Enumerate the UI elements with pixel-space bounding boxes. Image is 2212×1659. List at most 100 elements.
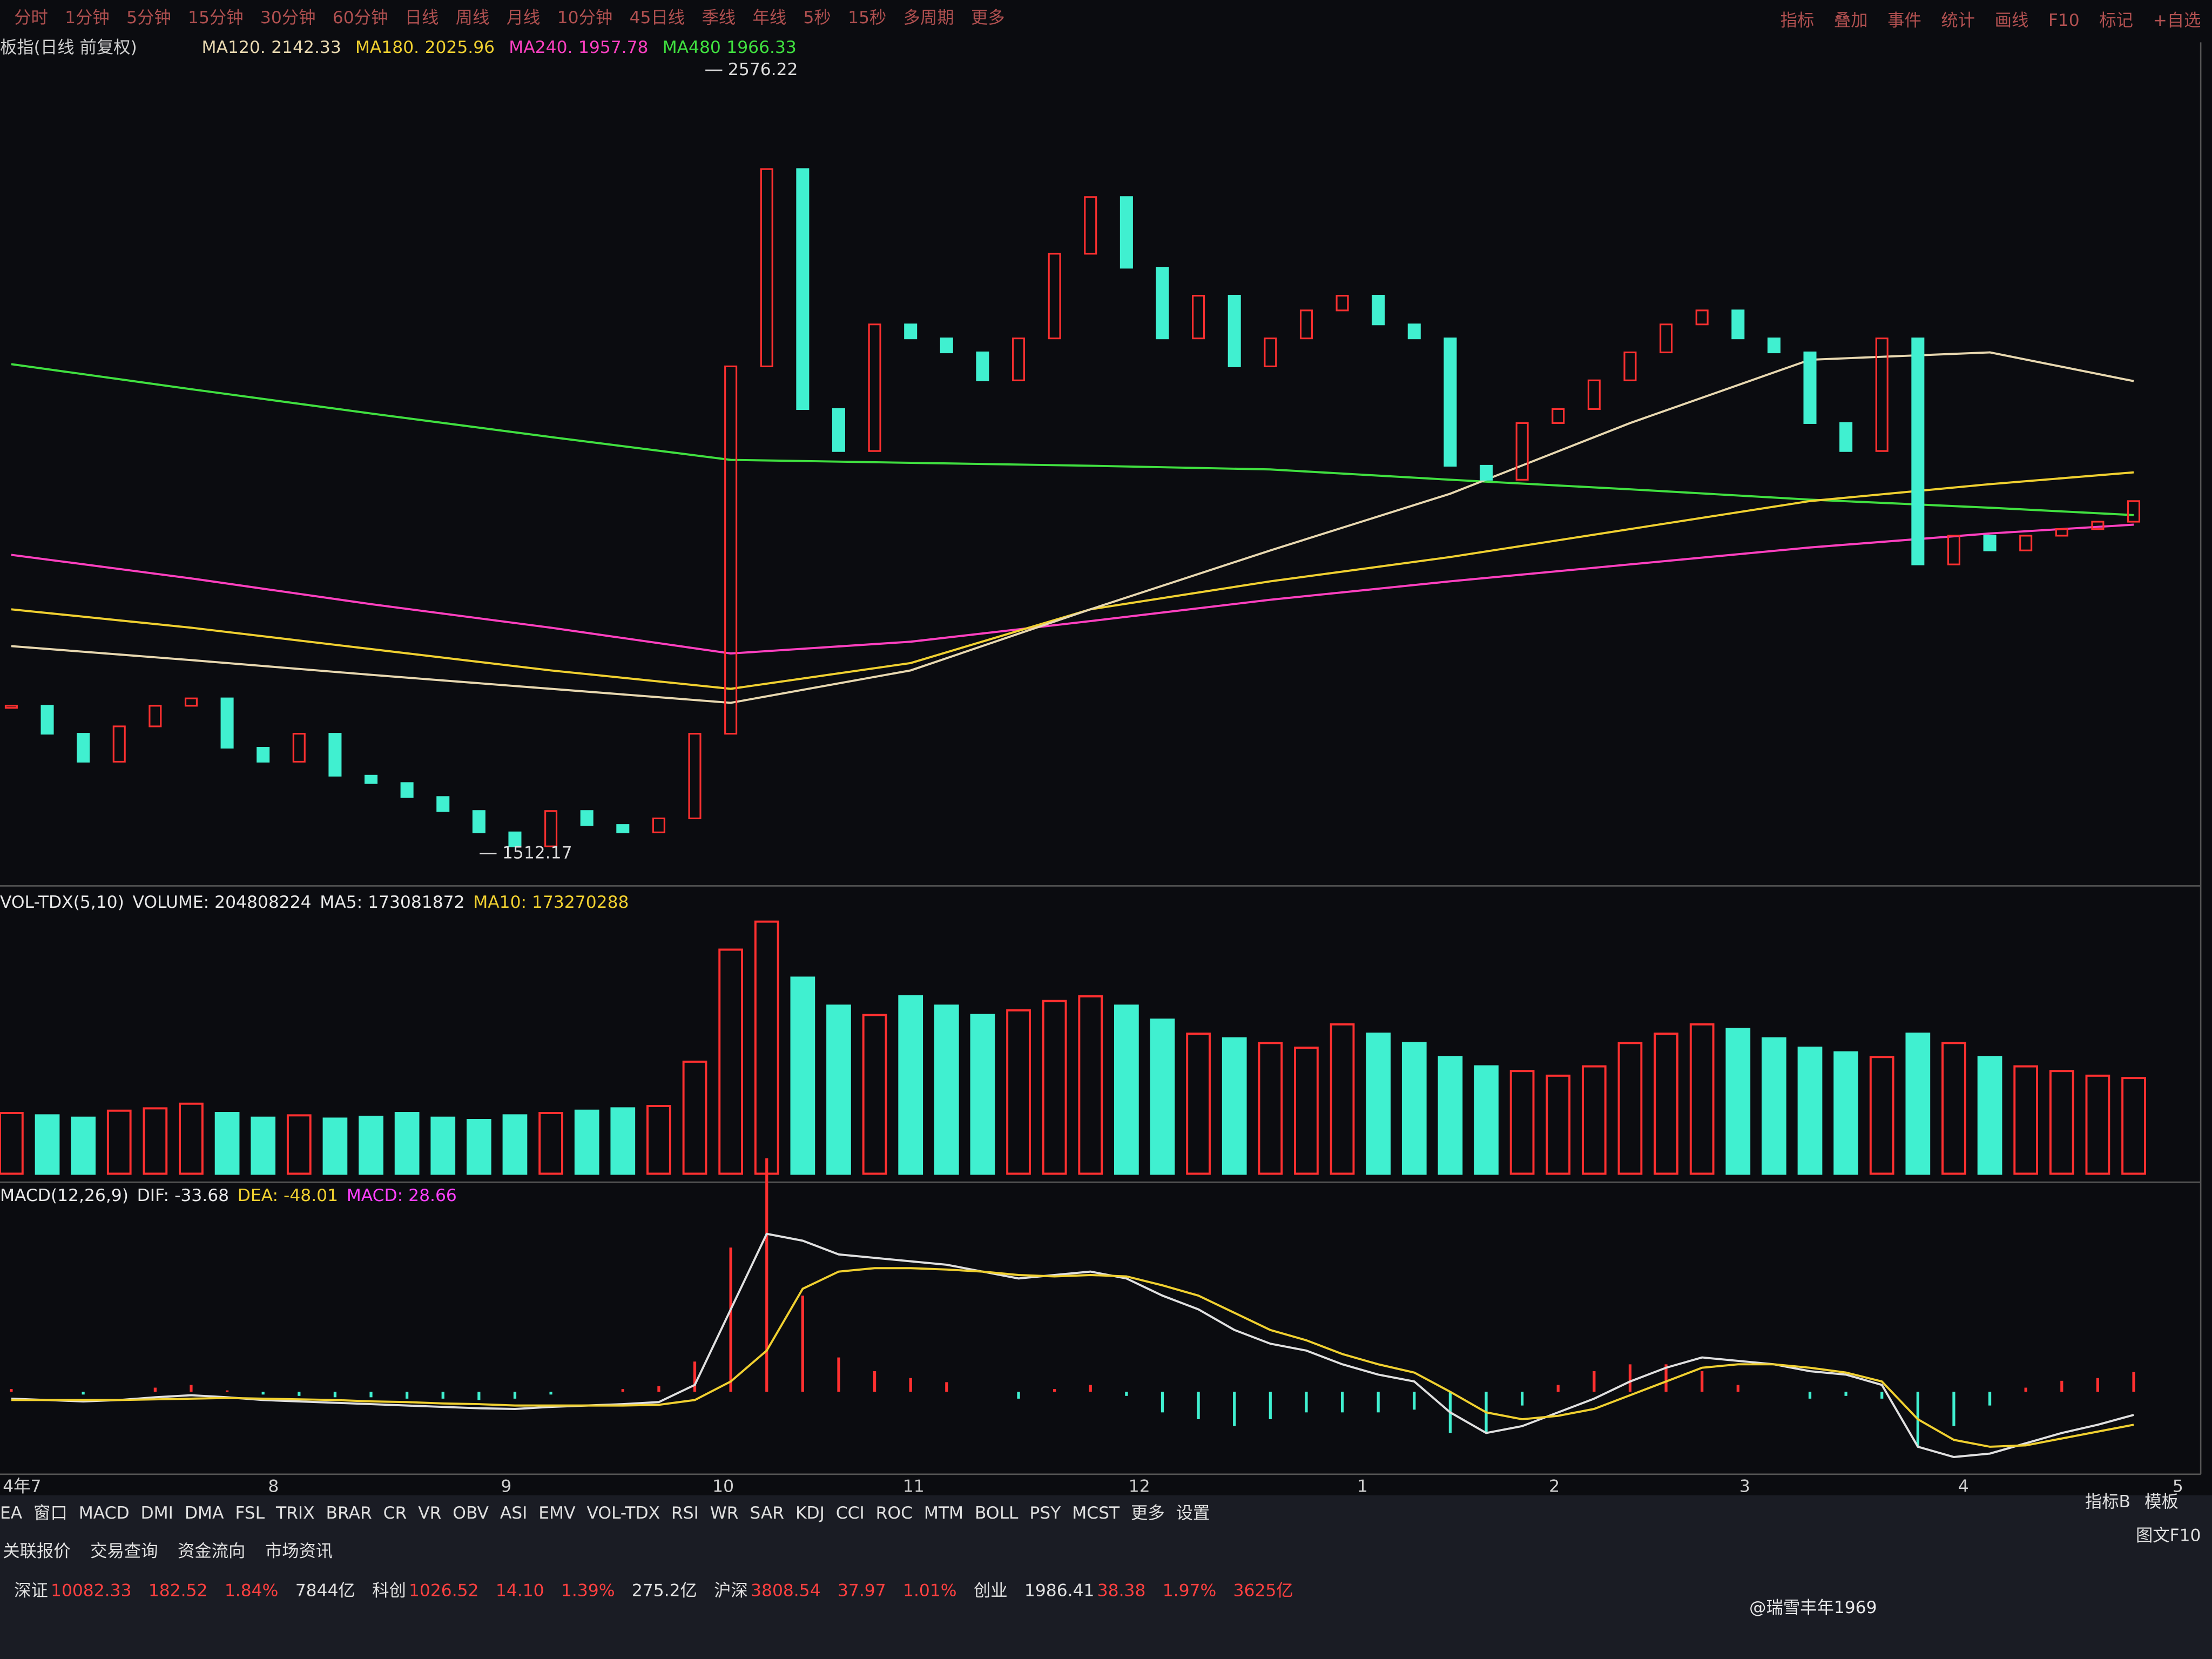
volume-bar <box>646 1105 671 1175</box>
indicator-tab[interactable]: CCI <box>836 1503 865 1523</box>
toolbar-item[interactable]: 指标 <box>1781 11 1815 30</box>
indicator-tab[interactable]: DMI <box>141 1503 173 1523</box>
volume-bar <box>898 995 923 1175</box>
indicator-tab[interactable]: ROC <box>876 1503 913 1523</box>
toolbar-item[interactable]: 10分钟 <box>557 8 613 28</box>
status-item: 275.2亿 <box>632 1581 697 1601</box>
macd-label: MACD(12,26,9) <box>0 1186 129 1205</box>
toolbar-item[interactable]: 分时 <box>14 8 48 28</box>
candle <box>77 733 90 763</box>
indicator-tab[interactable]: VR <box>418 1503 441 1523</box>
sub-tab[interactable]: 市场资讯 <box>265 1541 333 1561</box>
toolbar-item[interactable]: 45日线 <box>630 8 685 28</box>
toolbar-item[interactable]: 15分钟 <box>188 8 244 28</box>
tab[interactable]: 模板 <box>2144 1492 2179 1512</box>
ma-label: MA180. <box>355 38 419 57</box>
toolbar-item[interactable]: 叠加 <box>1834 11 1868 30</box>
x-tick-label: 4年7 <box>3 1476 41 1496</box>
indicator-tab[interactable]: 更多 <box>1131 1503 1165 1523</box>
indicator-tab[interactable]: PSY <box>1029 1503 1061 1523</box>
indicator-tab[interactable]: EMV <box>538 1503 576 1523</box>
indicator-tab[interactable]: SAR <box>750 1503 784 1523</box>
toolbar-item[interactable]: F10 <box>2048 11 2080 30</box>
indicator-tab[interactable]: CR <box>383 1503 407 1523</box>
candle <box>2055 528 2068 537</box>
candle <box>1012 338 1026 381</box>
tab[interactable]: 指标B <box>2085 1492 2130 1512</box>
indicator-tab[interactable]: BRAR <box>326 1503 372 1523</box>
toolbar-item[interactable]: 60分钟 <box>333 8 388 28</box>
candle <box>1407 323 1421 340</box>
indicator-tab[interactable]: TRIX <box>275 1503 315 1523</box>
indicator-tab[interactable]: FSL <box>235 1503 265 1523</box>
candle <box>328 733 342 777</box>
indicator-tab[interactable]: BOLL <box>975 1503 1019 1523</box>
candle <box>1623 351 1637 381</box>
x-tick-label: 4 <box>1958 1476 1969 1496</box>
toolbar-item[interactable]: 15秒 <box>848 8 886 28</box>
candle <box>940 338 953 354</box>
toolbar-item[interactable]: 1分钟 <box>65 8 110 28</box>
macd-label: MACD: 28.66 <box>347 1186 457 1205</box>
volume-bar <box>2013 1065 2039 1175</box>
indicator-tab[interactable]: EA <box>0 1503 23 1523</box>
volume-bar <box>106 1109 132 1175</box>
candle <box>2019 535 2033 551</box>
toolbar-item[interactable]: 更多 <box>971 8 1005 28</box>
toolbar-item[interactable]: 画线 <box>1995 11 2029 30</box>
toolbar-item[interactable]: 5秒 <box>804 8 831 28</box>
candle <box>1372 294 1385 326</box>
indicator-tab[interactable]: MTM <box>924 1503 963 1523</box>
candle <box>544 810 558 847</box>
indicator-tab[interactable]: 设置 <box>1176 1503 1210 1523</box>
volume-bar <box>1762 1037 1786 1175</box>
toolbar-item[interactable]: 月线 <box>507 8 541 28</box>
candle <box>1336 294 1349 312</box>
indicator-tab[interactable]: VOL-TDX <box>586 1503 660 1523</box>
indicator-tab[interactable]: MCST <box>1072 1503 1120 1523</box>
candle <box>400 782 414 798</box>
candle <box>868 323 881 452</box>
volume-bar <box>610 1107 636 1175</box>
toolbar-item[interactable]: 周线 <box>456 8 490 28</box>
toolbar-item[interactable]: 统计 <box>1941 11 1975 30</box>
indicator-tab[interactable]: OBV <box>453 1503 489 1523</box>
sub-tab[interactable]: 关联报价 <box>3 1541 70 1561</box>
indicator-tab[interactable]: DMA <box>185 1503 224 1523</box>
toolbar-item[interactable]: 30分钟 <box>260 8 316 28</box>
x-tick-label: 2 <box>1549 1476 1560 1496</box>
volume-bar <box>1546 1074 1571 1175</box>
indicator-tab[interactable]: RSI <box>671 1503 699 1523</box>
indicator-tab[interactable]: MACD <box>79 1503 130 1523</box>
volume-bar <box>1150 1019 1175 1175</box>
ma-line <box>11 363 2134 516</box>
ma-label: MA120. <box>202 38 266 57</box>
volume-bar <box>1042 1000 1067 1175</box>
candle <box>1767 338 1781 354</box>
indicator-tab[interactable]: ASI <box>500 1503 528 1523</box>
sub-tab[interactable]: 交易查询 <box>90 1541 158 1561</box>
toolbar-item[interactable]: 年线 <box>752 8 786 28</box>
toolbar-item[interactable]: 日线 <box>405 8 439 28</box>
candle <box>1983 535 1997 551</box>
sub-tab[interactable]: 图文F10 <box>2136 1526 2201 1546</box>
indicator-tab[interactable]: 窗口 <box>33 1503 68 1523</box>
candle <box>796 168 810 410</box>
volume-bar <box>71 1116 96 1175</box>
toolbar-item[interactable]: 5分钟 <box>126 8 171 28</box>
candle <box>436 796 450 812</box>
candle <box>1120 196 1133 269</box>
toolbar-item[interactable]: 季线 <box>702 8 736 28</box>
toolbar-item[interactable]: 多周期 <box>903 8 954 28</box>
indicator-tab[interactable]: KDJ <box>795 1503 825 1523</box>
toolbar-item[interactable]: 事件 <box>1887 11 1921 30</box>
indicator-tab[interactable]: WR <box>710 1503 739 1523</box>
toolbar-item[interactable]: 标记 <box>2099 11 2133 30</box>
status-item: 1.39% <box>561 1581 615 1601</box>
volume-bar <box>1725 1028 1751 1175</box>
sub-tab[interactable]: 资金流向 <box>178 1541 245 1561</box>
volume-bar <box>2049 1070 2074 1175</box>
toolbar-item[interactable]: +自选 <box>2153 11 2201 30</box>
status-item: 14.10 <box>496 1581 544 1601</box>
